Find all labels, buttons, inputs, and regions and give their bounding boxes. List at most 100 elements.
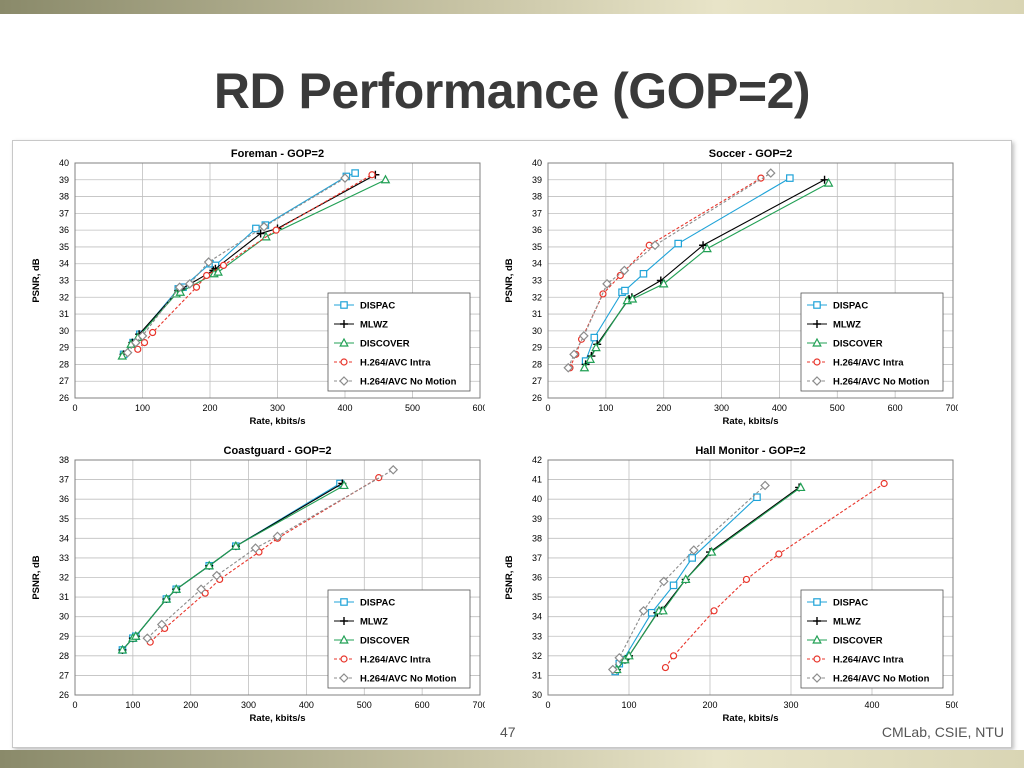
data-point bbox=[272, 226, 280, 234]
data-point bbox=[614, 652, 625, 663]
legend-marker bbox=[339, 376, 349, 386]
series-discover bbox=[612, 482, 806, 674]
data-point bbox=[351, 169, 359, 177]
data-point bbox=[688, 545, 699, 555]
y-tick-label: 34 bbox=[532, 612, 542, 622]
legend-label: H.264/AVC No Motion bbox=[360, 377, 457, 388]
series-mlwz bbox=[612, 483, 804, 674]
x-tick-label: 0 bbox=[545, 403, 550, 413]
x-tick-label: 200 bbox=[702, 700, 717, 710]
legend-label: DISCOVER bbox=[360, 636, 410, 647]
legend: DISPAC MLWZ DISCOVER H.264/AVC Intra H.264/A… bbox=[327, 589, 471, 689]
x-tick-label: 100 bbox=[135, 403, 150, 413]
y-tick-label: 32 bbox=[59, 573, 69, 583]
data-point bbox=[669, 652, 678, 660]
y-tick-label: 41 bbox=[532, 475, 542, 485]
x-tick-label: 0 bbox=[72, 700, 77, 710]
x-tick-label: 100 bbox=[598, 403, 613, 413]
x-tick-label: 700 bbox=[945, 403, 958, 413]
y-tick-label: 29 bbox=[59, 631, 69, 641]
legend-label: DISCOVER bbox=[833, 636, 883, 647]
legend-marker bbox=[813, 655, 821, 663]
x-axis-label: Rate, kbits/s bbox=[250, 713, 306, 724]
data-point bbox=[569, 349, 579, 360]
x-tick-label: 200 bbox=[202, 403, 217, 413]
series-h-264-avc-no-motion bbox=[563, 168, 776, 373]
legend-box bbox=[327, 589, 471, 689]
plot-area bbox=[74, 162, 481, 399]
data-point bbox=[699, 241, 708, 250]
x-tick-label: 100 bbox=[621, 700, 636, 710]
x-tick-label: 0 bbox=[72, 403, 77, 413]
y-tick-label: 38 bbox=[532, 192, 542, 202]
series-h-264-avc-no-motion bbox=[122, 173, 350, 358]
legend-marker bbox=[812, 376, 822, 386]
data-point bbox=[201, 589, 209, 597]
data-point bbox=[122, 347, 133, 358]
data-point bbox=[252, 224, 260, 233]
y-tick-label: 35 bbox=[59, 242, 69, 252]
x-tick-label: 500 bbox=[830, 403, 845, 413]
data-point bbox=[624, 650, 634, 660]
data-point bbox=[259, 221, 269, 232]
y-tick-label: 33 bbox=[59, 553, 69, 563]
data-point bbox=[117, 644, 128, 654]
y-tick-label: 39 bbox=[59, 175, 69, 185]
y-tick-label: 40 bbox=[532, 158, 542, 168]
y-tick-label: 40 bbox=[532, 494, 542, 504]
data-point bbox=[820, 175, 829, 184]
series-h-264-avc-intra bbox=[661, 479, 888, 672]
data-point bbox=[149, 328, 157, 337]
data-point bbox=[688, 554, 696, 562]
y-tick-label: 39 bbox=[532, 514, 542, 524]
y-tick-label: 39 bbox=[532, 175, 542, 185]
data-point bbox=[765, 168, 776, 178]
data-point bbox=[710, 607, 718, 615]
legend-marker bbox=[813, 320, 821, 328]
y-tick-label: 35 bbox=[532, 242, 542, 252]
chart-title: Coastguard - GOP=2 bbox=[224, 445, 332, 457]
top-decorative-band bbox=[0, 0, 1024, 14]
y-tick-label: 33 bbox=[532, 276, 542, 286]
series-mlwz bbox=[581, 175, 829, 369]
legend-label: H.264/AVC Intra bbox=[360, 358, 431, 369]
y-tick-label: 34 bbox=[532, 259, 542, 269]
legend-marker bbox=[339, 337, 349, 347]
series-discover bbox=[579, 177, 834, 372]
y-tick-label: 28 bbox=[59, 359, 69, 369]
data-point bbox=[184, 279, 195, 289]
x-tick-label: 700 bbox=[472, 700, 485, 710]
series-h-264-avc-intra bbox=[134, 171, 376, 353]
data-point bbox=[339, 480, 349, 490]
chart-svg: Hall Monitor - GOP=2 30 31 32 33 34 35 36 37 38 39… bbox=[504, 445, 958, 724]
legend-marker bbox=[340, 301, 348, 309]
data-point bbox=[231, 540, 241, 550]
y-tick-label: 40 bbox=[59, 158, 69, 168]
data-point bbox=[211, 570, 222, 581]
y-tick-label: 30 bbox=[532, 326, 542, 336]
data-point bbox=[585, 354, 596, 363]
legend-label: H.264/AVC No Motion bbox=[833, 377, 930, 388]
legend-marker bbox=[339, 634, 349, 644]
data-point bbox=[140, 339, 149, 347]
slide-title: RD Performance (GOP=2) bbox=[213, 63, 811, 119]
legend: DISPAC MLWZ DISCOVER H.264/AVC Intra H.264/A… bbox=[800, 292, 944, 392]
foreman-chart: Foreman - GOP=2 26 27 28 29 30 31 32 33 34 35 36 37 3… bbox=[15, 143, 485, 435]
data-point bbox=[639, 269, 648, 278]
series-line bbox=[569, 177, 762, 369]
legend-label: H.264/AVC Intra bbox=[360, 655, 431, 666]
y-tick-label: 33 bbox=[59, 276, 69, 286]
y-tick-label: 29 bbox=[59, 343, 69, 353]
legend-label: H.264/AVC Intra bbox=[833, 358, 904, 369]
data-point bbox=[272, 531, 283, 542]
y-tick-label: 36 bbox=[532, 225, 542, 235]
legend-label: MLWZ bbox=[360, 320, 388, 331]
data-point bbox=[380, 174, 391, 184]
y-tick-label: 32 bbox=[532, 651, 542, 661]
legend-label: DISCOVER bbox=[833, 339, 883, 350]
data-point bbox=[880, 479, 888, 488]
bottom-decorative-band bbox=[0, 750, 1024, 768]
plot-area bbox=[547, 162, 954, 399]
x-axis-label: Rate, kbits/s bbox=[723, 416, 779, 427]
data-point bbox=[134, 345, 142, 353]
